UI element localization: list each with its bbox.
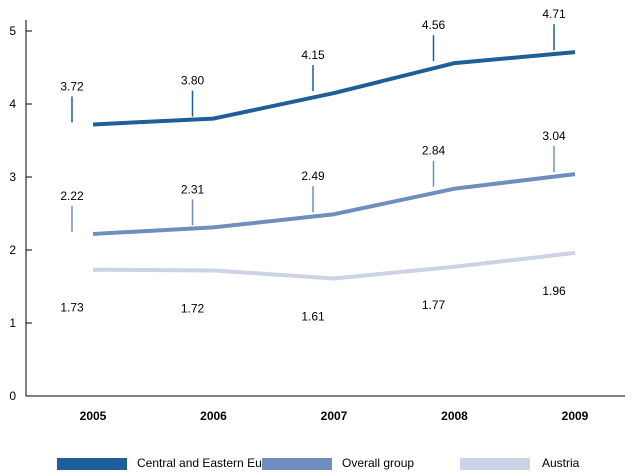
data-label-overall-group: 2.31: [181, 182, 205, 196]
data-label-cee: 3.72: [60, 79, 84, 93]
x-tick-label: 2009: [562, 409, 589, 423]
data-label-overall-group: 2.84: [422, 144, 446, 158]
y-tick-label: 3: [9, 170, 16, 184]
data-label-austria: 1.72: [181, 301, 205, 315]
y-tick-label: 2: [9, 243, 16, 257]
x-tick-label: 2006: [200, 409, 227, 423]
legend-swatch-overall-group: [262, 458, 332, 470]
data-label-cee: 4.71: [542, 7, 566, 21]
data-label-austria: 1.61: [301, 309, 325, 323]
data-label-overall-group: 2.22: [60, 189, 84, 203]
data-label-cee: 4.56: [422, 18, 446, 32]
data-label-austria: 1.77: [422, 298, 446, 312]
y-tick-label: 1: [9, 316, 16, 330]
x-tick-label: 2007: [321, 409, 348, 423]
data-label-cee: 3.80: [181, 74, 205, 88]
series-line-austria: [92, 250, 576, 281]
legend-swatch-austria: [460, 458, 530, 470]
y-tick-label: 4: [9, 97, 16, 111]
series-line-cee: [92, 50, 576, 127]
legend-label-overall-group: Overall group: [342, 456, 415, 470]
series-line-overall-group: [92, 172, 576, 236]
data-label-austria: 1.96: [542, 284, 566, 298]
y-tick-label: 5: [9, 24, 16, 38]
data-label-austria: 1.73: [60, 301, 84, 315]
legend-label-austria: Austria: [542, 456, 580, 470]
data-labels: 3.72 3.80 4.15 4.56 4.71 2.22 2.31 2.49 2.84 3.04…: [60, 7, 566, 323]
legend-label-cee: Central and Eastern Europe: [137, 456, 286, 470]
data-label-overall-group: 2.49: [301, 169, 325, 183]
legend: Central and Eastern Europe Overall group…: [0, 456, 635, 472]
legend-swatch-cee: [57, 458, 127, 470]
axes: 0 1 2 3 4 5 2005 2006 2007 2008 2009: [9, 20, 625, 423]
data-label-cee: 4.15: [301, 48, 325, 62]
x-tick-label: 2008: [441, 409, 468, 423]
x-tick-label: 2005: [80, 409, 107, 423]
y-tick-label: 0: [9, 389, 16, 403]
data-label-overall-group: 3.04: [542, 129, 566, 143]
series-lines: [92, 50, 576, 281]
